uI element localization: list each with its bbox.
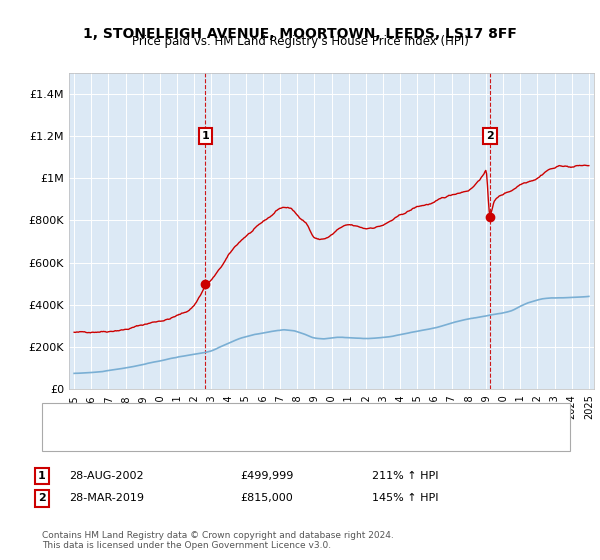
Text: 2: 2 [486, 131, 494, 141]
Text: Contains HM Land Registry data © Crown copyright and database right 2024.
This d: Contains HM Land Registry data © Crown c… [42, 530, 394, 550]
Text: 145% ↑ HPI: 145% ↑ HPI [372, 493, 439, 503]
Text: 1: 1 [38, 471, 46, 481]
Text: 1, STONELEIGH AVENUE, MOORTOWN, LEEDS, LS17 8FF (detached house): 1, STONELEIGH AVENUE, MOORTOWN, LEEDS, L… [96, 411, 481, 421]
Text: 2: 2 [38, 493, 46, 503]
Text: Price paid vs. HM Land Registry's House Price Index (HPI): Price paid vs. HM Land Registry's House … [131, 35, 469, 49]
Text: 1, STONELEIGH AVENUE, MOORTOWN, LEEDS, LS17 8FF: 1, STONELEIGH AVENUE, MOORTOWN, LEEDS, L… [83, 27, 517, 41]
Text: £815,000: £815,000 [240, 493, 293, 503]
Text: 28-MAR-2019: 28-MAR-2019 [69, 493, 144, 503]
Text: HPI: Average price, detached house, Leeds: HPI: Average price, detached house, Leed… [96, 433, 319, 443]
Text: £499,999: £499,999 [240, 471, 293, 481]
Text: 28-AUG-2002: 28-AUG-2002 [69, 471, 143, 481]
Text: 1: 1 [202, 131, 209, 141]
Text: 211% ↑ HPI: 211% ↑ HPI [372, 471, 439, 481]
